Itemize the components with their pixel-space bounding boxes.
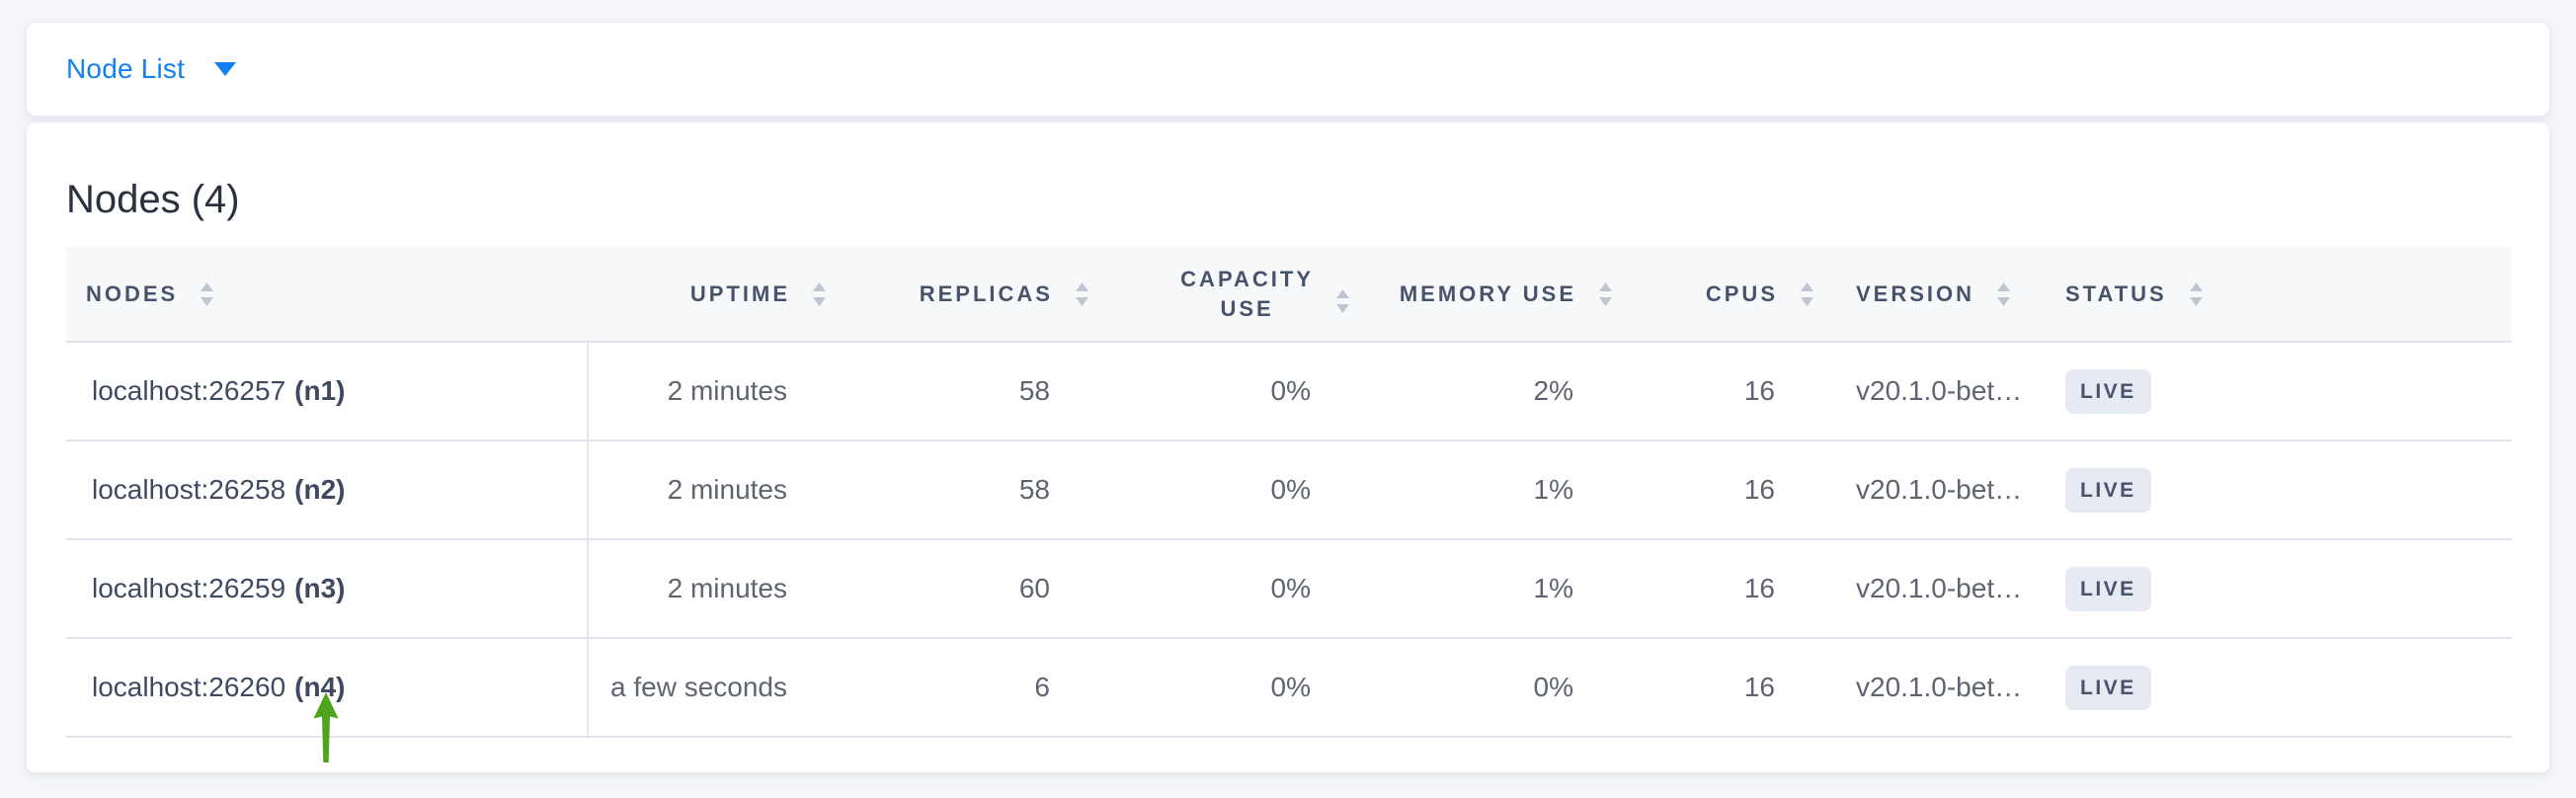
status-badge: LIVE	[2065, 665, 2151, 710]
status-cell: LIVE	[2026, 342, 2512, 441]
capacity-use-cell: 0%	[1093, 342, 1354, 441]
view-dropdown-label: Node List	[66, 53, 186, 84]
table-row: localhost:26260 (n4) a few seconds 6 0% 0…	[66, 638, 2512, 738]
node-address: localhost:26258	[92, 474, 286, 505]
column-label: NODES	[86, 280, 179, 306]
annotation-arrow-up-icon	[313, 692, 339, 762]
column-header-nodes[interactable]: NODES	[66, 247, 588, 343]
column-label: CAPACITY USE	[1180, 266, 1314, 321]
node-id: (n3)	[294, 573, 346, 603]
capacity-use-cell: 0%	[1093, 638, 1354, 738]
node-address: localhost:26260	[92, 672, 286, 702]
sort-icon	[2189, 281, 2204, 307]
node-id: (n4)	[294, 672, 346, 702]
sort-icon	[1335, 288, 1350, 314]
uptime-cell: 2 minutes	[588, 342, 831, 441]
replicas-cell: 6	[831, 638, 1093, 738]
status-badge: LIVE	[2065, 368, 2151, 414]
memory-use-cell: 1%	[1354, 440, 1617, 540]
uptime-cell: 2 minutes	[588, 440, 831, 540]
node-address: localhost:26259	[92, 573, 286, 603]
cpus-cell: 16	[1617, 638, 1818, 738]
column-header-memory-use[interactable]: MEMORY USE	[1354, 247, 1617, 343]
table-row: localhost:26258 (n2) 2 minutes 58 0% 1% 1…	[66, 440, 2512, 540]
sort-icon	[1075, 281, 1089, 307]
version-cell: v20.1.0-bet…	[1818, 539, 2026, 639]
sort-icon	[812, 281, 827, 307]
replicas-cell: 58	[831, 440, 1093, 540]
sort-icon	[1598, 281, 1613, 307]
version-cell: v20.1.0-bet…	[1818, 638, 2026, 738]
page-title: Nodes (4)	[66, 178, 240, 221]
status-badge: LIVE	[2065, 467, 2151, 513]
node-id: (n1)	[294, 375, 346, 406]
uptime-cell: a few seconds	[588, 638, 831, 738]
replicas-cell: 60	[831, 539, 1093, 639]
column-header-cpus[interactable]: CPUS	[1617, 247, 1818, 343]
column-label: CPUS	[1705, 280, 1778, 306]
view-dropdown[interactable]: Node List	[66, 53, 237, 85]
column-header-replicas[interactable]: REPLICAS	[831, 247, 1093, 343]
column-label: REPLICAS	[919, 280, 1053, 306]
node-address-cell[interactable]: localhost:26259 (n3)	[66, 539, 589, 639]
node-address-cell[interactable]: localhost:26257 (n1)	[66, 342, 589, 441]
column-header-version[interactable]: VERSION	[1818, 247, 2026, 343]
column-header-status[interactable]: STATUS	[2026, 247, 2512, 343]
column-header-capacity-use[interactable]: CAPACITY USE	[1093, 247, 1354, 343]
status-cell: LIVE	[2026, 638, 2512, 738]
node-id: (n2)	[294, 474, 346, 505]
column-header-uptime[interactable]: UPTIME	[588, 247, 831, 343]
table-row: localhost:26259 (n3) 2 minutes 60 0% 1% 1…	[66, 539, 2512, 639]
status-cell: LIVE	[2026, 440, 2512, 540]
capacity-use-cell: 0%	[1093, 440, 1354, 540]
column-label: MEMORY USE	[1399, 280, 1576, 306]
table-row: localhost:26257 (n1) 2 minutes 58 0% 2% 1…	[66, 342, 2512, 441]
version-cell: v20.1.0-bet…	[1818, 440, 2026, 540]
memory-use-cell: 0%	[1354, 638, 1617, 738]
node-address-cell[interactable]: localhost:26258 (n2)	[66, 440, 589, 540]
status-badge: LIVE	[2065, 566, 2151, 611]
version-cell: v20.1.0-bet…	[1818, 342, 2026, 441]
cpus-cell: 16	[1617, 440, 1818, 540]
replicas-cell: 58	[831, 342, 1093, 441]
cpus-cell: 16	[1617, 539, 1818, 639]
nodes-table: NODES UPTIME	[66, 247, 2512, 738]
chevron-down-icon	[214, 62, 237, 76]
sort-icon	[200, 281, 214, 307]
view-selector-bar: Node List	[26, 22, 2550, 117]
cpus-cell: 16	[1617, 342, 1818, 441]
column-label: STATUS	[2065, 280, 2167, 306]
column-label: VERSION	[1856, 280, 1975, 306]
node-address: localhost:26257	[92, 375, 286, 406]
column-label: UPTIME	[689, 280, 790, 306]
memory-use-cell: 2%	[1354, 342, 1617, 441]
uptime-cell: 2 minutes	[588, 539, 831, 639]
sort-icon	[1996, 281, 2011, 307]
status-cell: LIVE	[2026, 539, 2512, 639]
memory-use-cell: 1%	[1354, 539, 1617, 639]
capacity-use-cell: 0%	[1093, 539, 1354, 639]
nodes-panel: Nodes (4) NODES	[26, 121, 2550, 773]
sort-icon	[1800, 281, 1814, 307]
table-header-row: NODES UPTIME	[66, 247, 2512, 343]
